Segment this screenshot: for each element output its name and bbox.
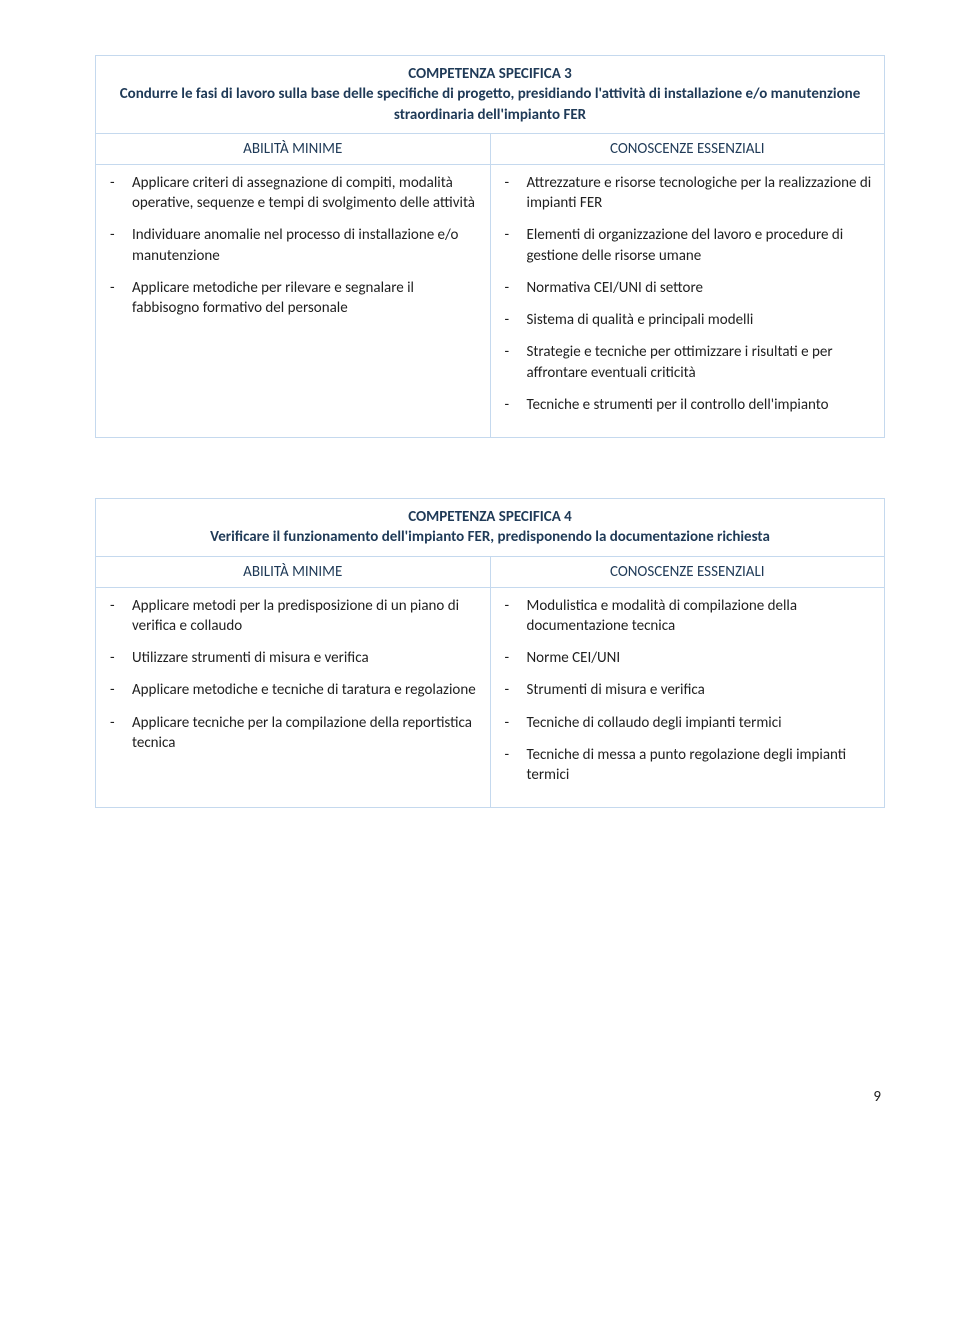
list-item: Applicare criteri di assegnazione di com… bbox=[108, 173, 478, 214]
table-header-row: COMPETENZA SPECIFICA 3 Condurre le fasi … bbox=[96, 56, 885, 134]
right-list: Attrezzature e risorse tecnologiche per … bbox=[503, 173, 873, 415]
table-title-line1: COMPETENZA SPECIFICA 3 bbox=[110, 64, 870, 84]
table-body-row: Applicare criteri di assegnazione di com… bbox=[96, 164, 885, 437]
table-title-line2: Condurre le fasi di lavoro sulla base de… bbox=[110, 84, 870, 125]
table-title-line1: COMPETENZA SPECIFICA 4 bbox=[110, 507, 870, 527]
competenza-table-4: COMPETENZA SPECIFICA 4 Verificare il fun… bbox=[95, 498, 885, 808]
list-item: Applicare metodiche e tecniche di taratu… bbox=[108, 680, 478, 700]
table-subheader-row: ABILITÀ MINIME CONOSCENZE ESSENZIALI bbox=[96, 133, 885, 164]
list-item: Sistema di qualità e principali modelli bbox=[503, 310, 873, 330]
right-heading: CONOSCENZE ESSENZIALI bbox=[490, 133, 885, 164]
left-heading: ABILITÀ MINIME bbox=[96, 556, 491, 587]
list-item: Applicare metodi per la predisposizione … bbox=[108, 596, 478, 637]
table-title-line2: Verificare il funzionamento dell'impiant… bbox=[110, 527, 870, 547]
table-body-row: Applicare metodi per la predisposizione … bbox=[96, 587, 885, 808]
page-content: COMPETENZA SPECIFICA 3 Condurre le fasi … bbox=[0, 0, 960, 1146]
left-heading: ABILITÀ MINIME bbox=[96, 133, 491, 164]
table-header-row: COMPETENZA SPECIFICA 4 Verificare il fun… bbox=[96, 499, 885, 557]
list-item: Applicare metodiche per rilevare e segna… bbox=[108, 278, 478, 319]
list-item: Tecniche di collaudo degli impianti term… bbox=[503, 713, 873, 733]
table-title-cell: COMPETENZA SPECIFICA 4 Verificare il fun… bbox=[96, 499, 885, 557]
list-item: Tecniche di messa a punto regolazione de… bbox=[503, 745, 873, 786]
page-number: 9 bbox=[95, 1088, 885, 1106]
table-title-cell: COMPETENZA SPECIFICA 3 Condurre le fasi … bbox=[96, 56, 885, 134]
list-item: Individuare anomalie nel processo di ins… bbox=[108, 225, 478, 266]
left-body-cell: Applicare metodi per la predisposizione … bbox=[96, 587, 491, 808]
competenza-table-3: COMPETENZA SPECIFICA 3 Condurre le fasi … bbox=[95, 55, 885, 438]
table-subheader-row: ABILITÀ MINIME CONOSCENZE ESSENZIALI bbox=[96, 556, 885, 587]
right-heading: CONOSCENZE ESSENZIALI bbox=[490, 556, 885, 587]
list-item: Norme CEI/UNI bbox=[503, 648, 873, 668]
left-list: Applicare criteri di assegnazione di com… bbox=[108, 173, 478, 319]
list-item: Strumenti di misura e verifica bbox=[503, 680, 873, 700]
list-item: Utilizzare strumenti di misura e verific… bbox=[108, 648, 478, 668]
left-body-cell: Applicare criteri di assegnazione di com… bbox=[96, 164, 491, 437]
list-item: Tecniche e strumenti per il controllo de… bbox=[503, 395, 873, 415]
right-body-cell: Modulistica e modalità di compilazione d… bbox=[490, 587, 885, 808]
list-item: Applicare tecniche per la compilazione d… bbox=[108, 713, 478, 754]
right-list: Modulistica e modalità di compilazione d… bbox=[503, 596, 873, 786]
list-item: Elementi di organizzazione del lavoro e … bbox=[503, 225, 873, 266]
left-list: Applicare metodi per la predisposizione … bbox=[108, 596, 478, 754]
list-item: Strategie e tecniche per ottimizzare i r… bbox=[503, 342, 873, 383]
list-item: Attrezzature e risorse tecnologiche per … bbox=[503, 173, 873, 214]
list-item: Normativa CEI/UNI di settore bbox=[503, 278, 873, 298]
list-item: Modulistica e modalità di compilazione d… bbox=[503, 596, 873, 637]
right-body-cell: Attrezzature e risorse tecnologiche per … bbox=[490, 164, 885, 437]
